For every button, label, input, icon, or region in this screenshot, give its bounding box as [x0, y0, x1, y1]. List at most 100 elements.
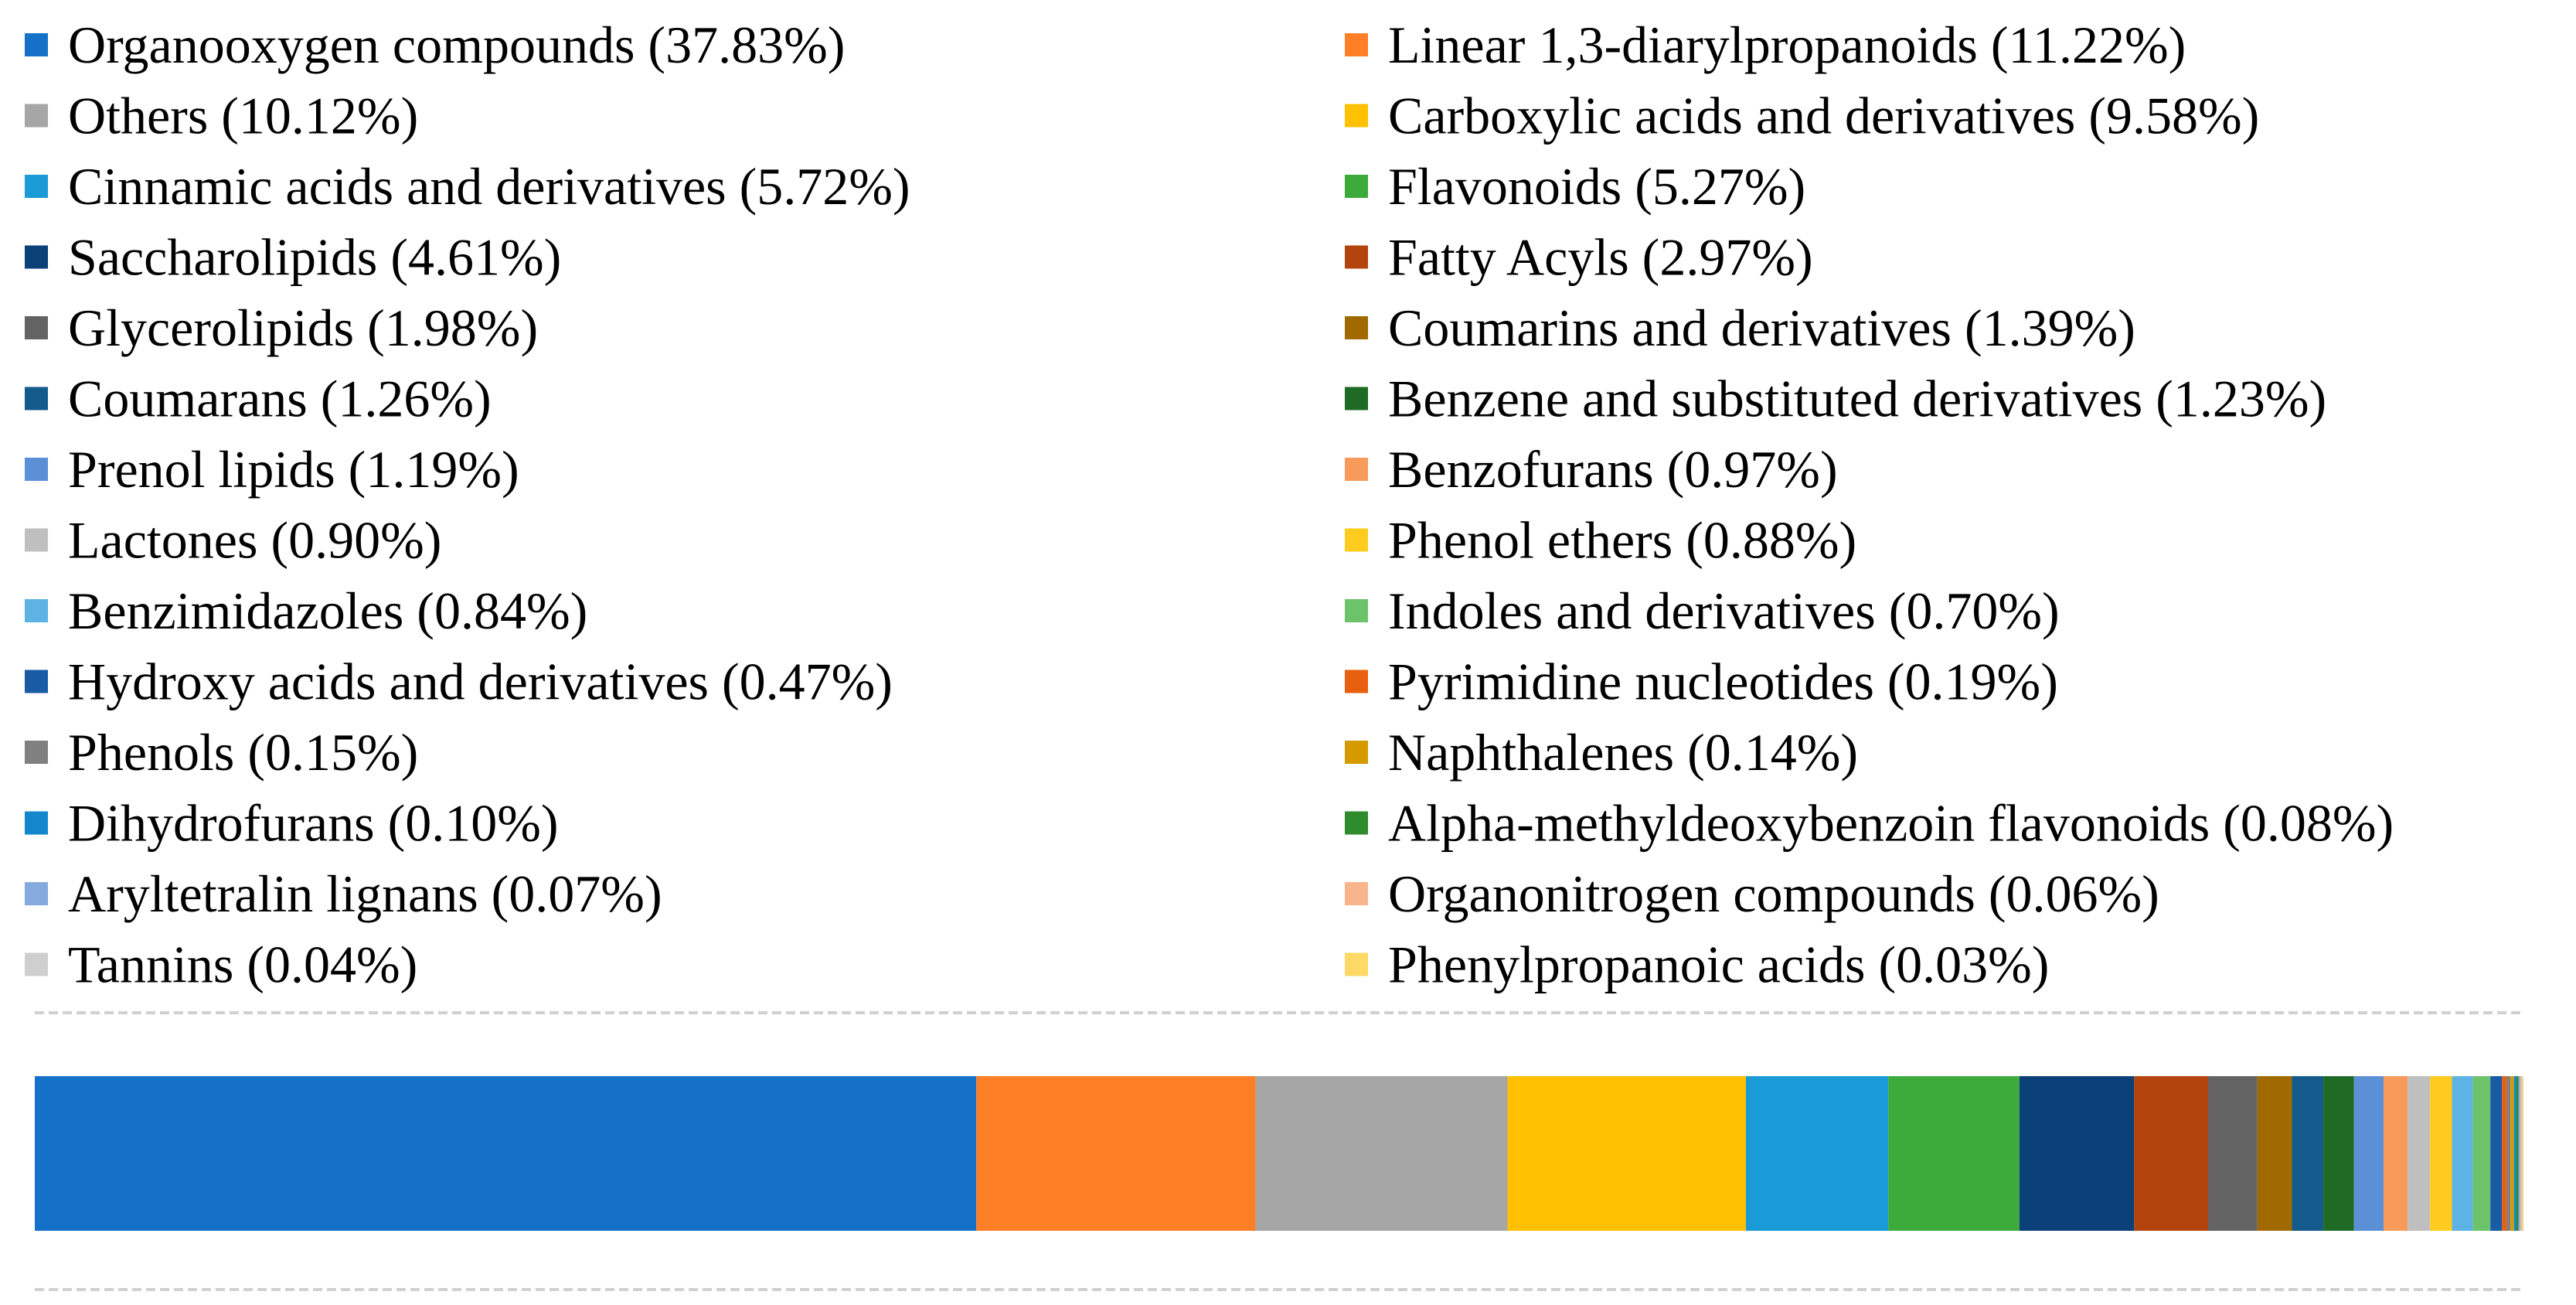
bar-segment: [2516, 1076, 2519, 1231]
legend-swatch: [1345, 741, 1368, 764]
bar-segment: [2353, 1076, 2384, 1231]
bar-segment: [2134, 1076, 2208, 1231]
legend-label: Aryltetralin lignans (0.07%): [68, 864, 662, 923]
legend-label: Alpha-methyldeoxybenzoin flavonoids (0.0…: [1388, 794, 2394, 853]
legend-swatch: [1345, 175, 1368, 198]
bar-segment: [2510, 1076, 2514, 1231]
legend-item: Benzene and substituted derivatives (1.2…: [1345, 370, 2326, 428]
legend-label: Saccharolipids (4.61%): [68, 228, 561, 287]
legend-swatch: [25, 528, 48, 552]
bar-segment: [2521, 1076, 2523, 1231]
legend-swatch: [25, 33, 48, 56]
legend-swatch: [1345, 952, 1368, 976]
legend-item: Tannins (0.04%): [25, 935, 417, 994]
legend-swatch: [25, 670, 48, 693]
legend-item: Prenol lipids (1.19%): [25, 440, 519, 499]
legend-label: Naphthalenes (0.14%): [1388, 723, 1858, 782]
legend-item: Alpha-methyldeoxybenzoin flavonoids (0.0…: [1345, 794, 2394, 853]
legend-item: Coumarans (1.26%): [25, 370, 492, 428]
stacked-bar: [35, 1076, 2523, 1231]
legend-item: Aryltetralin lignans (0.07%): [25, 864, 662, 923]
legend-item: Coumarins and derivatives (1.39%): [1345, 298, 2135, 357]
legend-label: Organonitrogen compounds (0.06%): [1388, 864, 2159, 923]
legend-item: Naphthalenes (0.14%): [1345, 723, 1858, 782]
bar-segment: [2207, 1076, 2258, 1231]
legend-label: Coumarins and derivatives (1.39%): [1388, 298, 2135, 357]
legend-item: Phenol ethers (0.88%): [1345, 511, 1856, 570]
bar-segment: [2490, 1076, 2503, 1231]
legend-label: Benzofurans (0.97%): [1388, 440, 1838, 499]
bar-segment: [2019, 1076, 2135, 1231]
legend-label: Phenols (0.15%): [68, 723, 418, 782]
legend-item: Indoles and derivatives (0.70%): [1345, 581, 2060, 640]
bar-segment: [1888, 1076, 2020, 1231]
legend-item: Saccharolipids (4.61%): [25, 228, 561, 287]
bar-segment: [2384, 1076, 2408, 1231]
legend-label: Carboxylic acids and derivatives (9.58%): [1388, 87, 2259, 145]
legend-label: Lactones (0.90%): [68, 511, 441, 570]
bar-segment: [2323, 1076, 2354, 1231]
legend-label: Hydroxy acids and derivatives (0.47%): [68, 652, 893, 711]
bar-segment: [1745, 1076, 1889, 1231]
legend-swatch: [25, 882, 48, 905]
legend-item: Flavonoids (5.27%): [1345, 157, 1805, 216]
legend-item: Carboxylic acids and derivatives (9.58%): [1345, 87, 2259, 145]
legend-swatch: [25, 811, 48, 835]
bar-segment: [2520, 1076, 2522, 1231]
legend-swatch: [1345, 33, 1368, 56]
bar-segment: [2452, 1076, 2473, 1231]
bar-segment: [2518, 1076, 2520, 1231]
legend-item: Organooxygen compounds (37.83%): [25, 15, 845, 74]
legend-item: Fatty Acyls (2.97%): [1345, 228, 1813, 287]
legend-item: Linear 1,3-diarylpropanoids (11.22%): [1345, 15, 2186, 74]
bar-segment: [1255, 1076, 1508, 1231]
legend-swatch: [1345, 104, 1368, 128]
bar-segment: [2408, 1076, 2431, 1231]
bar-segment: [2506, 1076, 2511, 1231]
legend-swatch: [25, 104, 48, 128]
legend-swatch: [25, 387, 48, 411]
legend-label: Flavonoids (5.27%): [1388, 157, 1805, 216]
legend-label: Indoles and derivatives (0.70%): [1388, 581, 2060, 640]
bar-segment: [2502, 1076, 2507, 1231]
legend: Organooxygen compounds (37.83%) Linear 1,…: [25, 15, 2394, 994]
legend-swatch: [1345, 316, 1368, 339]
legend-item: Dihydrofurans (0.10%): [25, 794, 559, 853]
legend-label: Fatty Acyls (2.97%): [1388, 228, 1813, 287]
bar-segment: [976, 1076, 1256, 1231]
legend-label: Tannins (0.04%): [68, 935, 417, 994]
legend-item: Phenylpropanoic acids (0.03%): [1345, 935, 2049, 994]
legend-label: Others (10.12%): [68, 87, 418, 145]
legend-item: Benzimidazoles (0.84%): [25, 581, 587, 640]
legend-label: Dihydrofurans (0.10%): [68, 794, 559, 853]
legend-swatch: [1345, 670, 1368, 693]
legend-label: Linear 1,3-diarylpropanoids (11.22%): [1388, 15, 2186, 74]
legend-swatch: [25, 741, 48, 764]
bar-segment: [2513, 1076, 2516, 1231]
bar-segment: [2472, 1076, 2491, 1231]
legend-label: Glycerolipids (1.98%): [68, 298, 538, 357]
bar-segment: [2292, 1076, 2324, 1231]
legend-label: Prenol lipids (1.19%): [68, 440, 519, 499]
legend-swatch: [1345, 882, 1368, 905]
legend-item: Phenols (0.15%): [25, 723, 418, 782]
bar-segment: [35, 1076, 977, 1231]
legend-item: Lactones (0.90%): [25, 511, 441, 570]
legend-item: Cinnamic acids and derivatives (5.72%): [25, 157, 910, 216]
legend-item: Hydroxy acids and derivatives (0.47%): [25, 652, 893, 711]
legend-label: Cinnamic acids and derivatives (5.72%): [68, 157, 910, 216]
legend-label: Phenol ethers (0.88%): [1388, 511, 1856, 570]
legend-swatch: [1345, 528, 1368, 552]
bar-segment: [2257, 1076, 2292, 1231]
legend-swatch: [1345, 811, 1368, 835]
legend-swatch: [1345, 245, 1368, 269]
legend-swatch: [1345, 599, 1368, 622]
legend-swatch: [1345, 458, 1368, 481]
legend-swatch: [25, 599, 48, 622]
legend-item: Pyrimidine nucleotides (0.19%): [1345, 652, 2058, 711]
legend-swatch: [25, 245, 48, 269]
legend-swatch: [25, 316, 48, 339]
legend-label: Benzene and substituted derivatives (1.2…: [1388, 370, 2326, 428]
legend-item: Others (10.12%): [25, 87, 418, 145]
